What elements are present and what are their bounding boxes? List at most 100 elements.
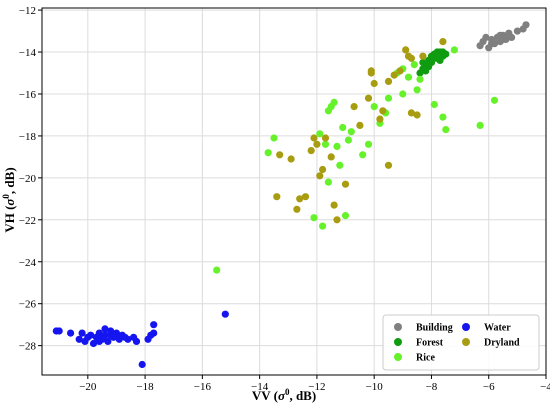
point-dryland: [404, 52, 413, 60]
point-forest: [419, 58, 427, 67]
point-water: [67, 329, 75, 337]
data-points: [52, 21, 530, 369]
point-building: [513, 27, 522, 35]
point-forest: [436, 56, 444, 64]
x-tick-label: −12: [308, 381, 325, 393]
point-dryland: [293, 205, 301, 213]
point-dryland: [310, 134, 318, 142]
legend-label-forest: Forest: [416, 338, 444, 349]
point-water: [221, 310, 229, 318]
point-dryland: [367, 67, 375, 75]
x-tick-label: −20: [79, 381, 97, 393]
legend-label-dryland: Dryland: [484, 338, 520, 349]
point-dryland: [376, 115, 384, 123]
point-dryland: [384, 161, 393, 169]
point-dryland: [413, 111, 421, 119]
point-rice: [324, 178, 332, 186]
point-dryland: [419, 52, 427, 60]
point-rice: [270, 134, 278, 142]
axis-ticks: −20 −18 −16 −14 −12 −10 −8 −6 −4 −28 −26 −24 −22 −20 −…: [19, 5, 550, 393]
x-tick-label: −14: [251, 381, 269, 393]
point-rice: [213, 266, 221, 274]
point-rice: [476, 121, 484, 129]
point-dryland: [396, 67, 404, 75]
point-dryland: [319, 165, 327, 174]
legend-box: [382, 314, 540, 371]
point-rice: [430, 100, 438, 109]
y-tick-label: −28: [19, 341, 37, 353]
point-dryland: [341, 180, 350, 188]
point-dryland: [321, 134, 330, 142]
legend-marker-rice: [394, 353, 402, 361]
point-water: [150, 329, 158, 337]
x-tick-label: −8: [426, 381, 438, 393]
point-building: [482, 33, 490, 42]
y-tick-label: −24: [19, 257, 37, 269]
point-rice: [344, 136, 352, 144]
point-rice: [264, 149, 272, 157]
point-dryland: [379, 107, 387, 115]
point-dryland: [316, 172, 324, 180]
x-axis-label: VV (σ0, dB): [252, 387, 316, 403]
point-dryland: [296, 195, 304, 203]
x-tick-label: −6: [483, 381, 495, 393]
point-rice: [330, 98, 338, 106]
point-rice: [321, 140, 330, 148]
point-dryland: [356, 121, 364, 129]
point-dryland: [402, 46, 410, 54]
point-dryland: [390, 71, 398, 79]
point-water: [104, 337, 112, 345]
point-water: [95, 337, 103, 345]
point-dryland: [307, 147, 315, 155]
point-dryland: [276, 151, 284, 159]
y-tick-label: −16: [19, 89, 37, 101]
point-building: [522, 21, 530, 29]
point-water: [78, 329, 86, 337]
point-forest: [433, 48, 441, 56]
point-water: [55, 327, 63, 335]
point-water: [101, 325, 109, 333]
point-rice: [316, 130, 324, 138]
point-rice: [339, 123, 347, 132]
x-tick-label: −10: [366, 381, 384, 393]
legend-marker-dryland: [462, 338, 470, 346]
point-forest: [442, 50, 450, 58]
point-building: [488, 40, 496, 48]
legend-marker-water: [462, 323, 470, 331]
y-tick-label: −26: [19, 299, 37, 311]
point-rice: [319, 222, 327, 230]
point-dryland: [370, 79, 378, 88]
y-tick-label: −12: [19, 5, 36, 17]
point-water: [112, 329, 121, 337]
point-dryland: [439, 38, 447, 46]
point-rice: [442, 126, 450, 134]
plot-frame: [41, 7, 547, 376]
point-dryland: [313, 140, 321, 148]
point-water: [84, 333, 92, 341]
point-rice: [341, 212, 350, 220]
point-rice: [413, 86, 421, 94]
chart-legend: Building Water Forest Dryland Rice: [382, 314, 540, 371]
point-rice: [439, 113, 447, 121]
legend-label-building: Building: [416, 323, 453, 334]
point-rice: [416, 75, 424, 83]
point-rice: [364, 140, 373, 148]
y-tick-label: −20: [19, 173, 37, 185]
point-rice: [333, 142, 341, 150]
point-water: [150, 321, 158, 329]
point-water: [107, 331, 115, 339]
point-dryland: [350, 103, 358, 111]
point-forest: [425, 63, 433, 71]
point-dryland: [384, 77, 393, 85]
point-water: [132, 337, 141, 345]
point-dryland: [287, 155, 295, 163]
point-rice: [310, 214, 318, 222]
point-dryland: [273, 193, 281, 201]
point-rice: [490, 96, 499, 104]
point-rice: [450, 46, 458, 54]
point-dryland: [407, 109, 415, 117]
point-rice: [359, 151, 367, 159]
legend-label-rice: Rice: [416, 353, 435, 364]
point-water: [121, 333, 129, 341]
